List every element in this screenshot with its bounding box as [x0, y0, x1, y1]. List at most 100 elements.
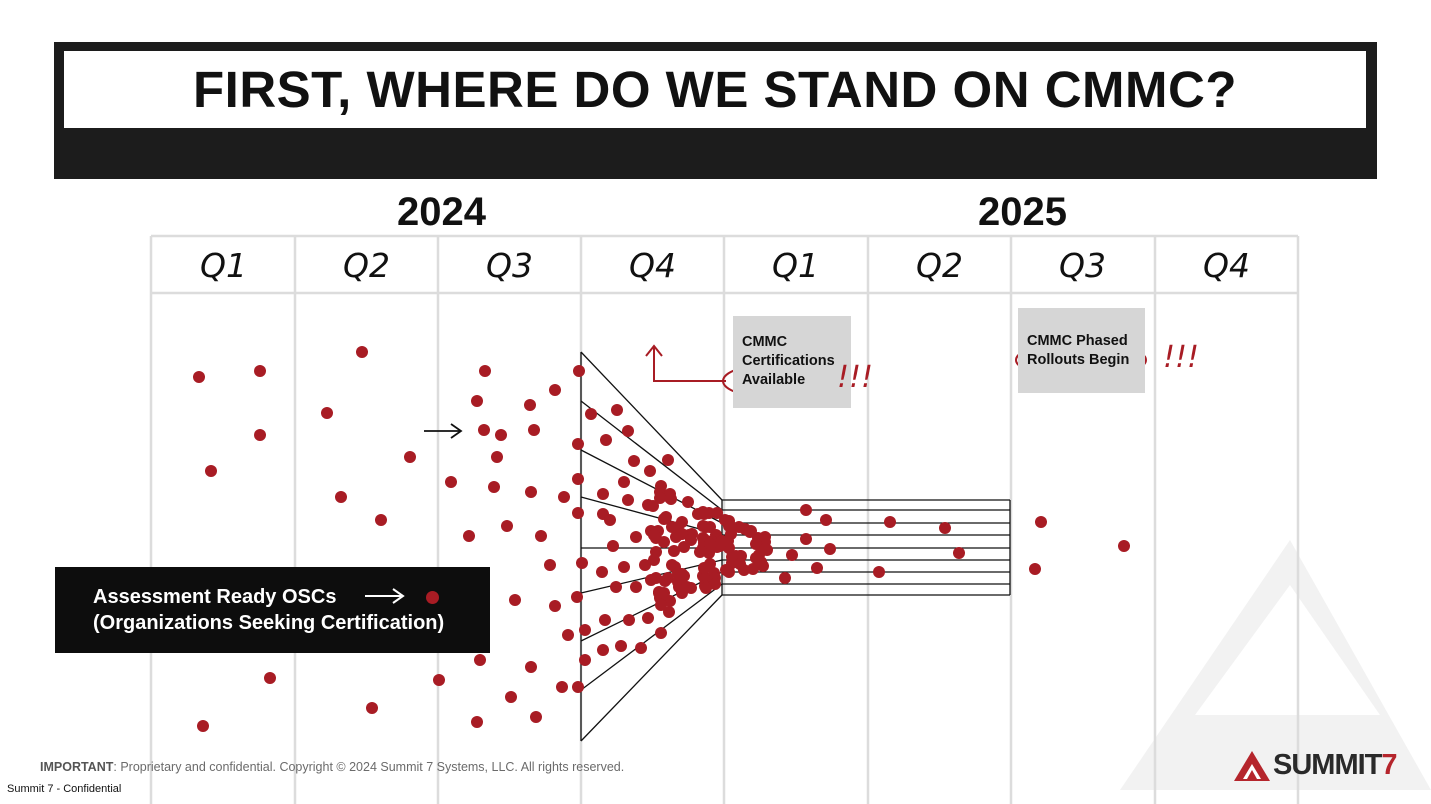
osc-dot [596, 566, 608, 578]
osc-dot [630, 581, 642, 593]
osc-dot [549, 384, 561, 396]
exclamation-marks: !!! [837, 360, 874, 395]
osc-dot [685, 534, 697, 546]
osc-dot [700, 521, 712, 533]
osc-dot [528, 424, 540, 436]
osc-dot [664, 488, 676, 500]
osc-dot [572, 438, 584, 450]
osc-dot [800, 533, 812, 545]
legend-arrow-icon [365, 588, 405, 604]
hand-arrow-up-red [645, 344, 726, 382]
osc-dot [666, 521, 678, 533]
osc-dot [501, 520, 513, 532]
osc-dot [786, 549, 798, 561]
osc-dot [682, 496, 694, 508]
osc-dot [600, 434, 612, 446]
note-line: Certifications [742, 353, 835, 369]
osc-dot [655, 627, 667, 639]
osc-dot [734, 558, 746, 570]
osc-dot [744, 526, 756, 538]
quarter-label: Q4 [629, 246, 676, 285]
osc-dot [524, 399, 536, 411]
osc-dot [597, 644, 609, 656]
osc-dot [672, 576, 684, 588]
osc-dot [648, 529, 660, 541]
osc-dot [659, 575, 671, 587]
funnel-line [580, 571, 723, 642]
funnel-diagram [580, 351, 1011, 742]
osc-dot [681, 581, 693, 593]
osc-dot [655, 599, 667, 611]
osc-dot [639, 559, 651, 571]
osc-dot [660, 511, 672, 523]
osc-dot [375, 514, 387, 526]
osc-dot [716, 535, 728, 547]
quarter-label: Q2 [343, 246, 390, 285]
osc-dot [579, 624, 591, 636]
osc-dot [463, 530, 475, 542]
osc-dot [579, 654, 591, 666]
summit7-logo: SUMMIT7 [1233, 748, 1398, 782]
quarter-label: Q3 [486, 246, 533, 285]
osc-dot [884, 516, 896, 528]
legend-box: Assessment Ready OSCs (Organizations See… [55, 567, 490, 653]
osc-dot [662, 454, 674, 466]
year-2025: 2025 [978, 190, 1067, 234]
osc-dot [1118, 540, 1130, 552]
osc-dot [615, 640, 627, 652]
osc-dot [623, 614, 635, 626]
osc-dot [491, 451, 503, 463]
year-2024: 2024 [397, 190, 486, 234]
footer-important-text: : Proprietary and confidential. Copyrigh… [113, 760, 625, 774]
logo-wordmark: SUMMIT7 [1273, 748, 1398, 782]
osc-dot [618, 561, 630, 573]
osc-dot [759, 543, 771, 555]
osc-dot [820, 514, 832, 526]
osc-dot [573, 365, 585, 377]
certifications-note: CMMC Certifications Available [733, 316, 851, 408]
osc-dot [622, 425, 634, 437]
osc-dot [571, 591, 583, 603]
osc-dot [445, 476, 457, 488]
osc-dot [873, 566, 885, 578]
osc-dot [525, 661, 537, 673]
osc-dot [193, 371, 205, 383]
footer-notice: IMPORTANT: Proprietary and confidential.… [40, 760, 624, 774]
osc-dot [709, 578, 721, 590]
mountain-logo-icon [1234, 751, 1270, 781]
quarter-label: Q4 [1203, 246, 1250, 285]
osc-dot [747, 563, 759, 575]
osc-dot [697, 506, 709, 518]
osc-dot [645, 574, 657, 586]
osc-dot [585, 408, 597, 420]
osc-dot [618, 476, 630, 488]
osc-dot [544, 559, 556, 571]
quarter-label: Q3 [1059, 246, 1106, 285]
osc-dot [642, 612, 654, 624]
osc-dot [811, 562, 823, 574]
osc-dot [535, 530, 547, 542]
quarter-label: Q1 [200, 246, 247, 285]
osc-dot [321, 407, 333, 419]
osc-dot [205, 465, 217, 477]
confidential-label: Summit 7 - Confidential [7, 783, 122, 795]
osc-dot [644, 465, 656, 477]
rollouts-note: CMMC Phased Rollouts Begin [1018, 308, 1145, 393]
osc-dot [505, 691, 517, 703]
footer-important-label: IMPORTANT [40, 760, 114, 774]
funnel-line [580, 351, 723, 501]
note-line: CMMC [742, 334, 788, 350]
page-title: FIRST, WHERE DO WE STAND ON CMMC? [193, 61, 1237, 118]
osc-dot [572, 681, 584, 693]
osc-dot [824, 543, 836, 555]
hand-arrow-right [424, 423, 463, 439]
osc-dot [549, 600, 561, 612]
note-line: Rollouts Begin [1027, 352, 1130, 368]
logo-text-main: SUMMIT [1273, 748, 1382, 781]
note-line: Available [742, 372, 806, 388]
title-box: FIRST, WHERE DO WE STAND ON CMMC? [64, 51, 1366, 128]
osc-dot [800, 504, 812, 516]
osc-dot [479, 365, 491, 377]
osc-dot [628, 455, 640, 467]
osc-dot [572, 473, 584, 485]
